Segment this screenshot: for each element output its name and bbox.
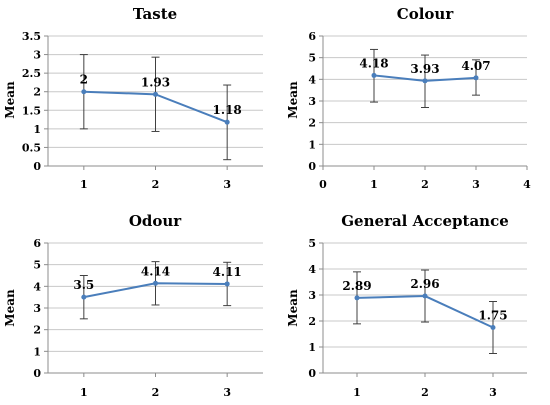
y-tick-label: 2 [308,315,316,328]
data-point [371,72,377,78]
chart-panel-3: Odour Mean 0 1 2 3 4 5 6 1 2 3 3.5 4.14 4.11 [3,212,263,399]
x-tick-label: 2 [152,178,160,191]
y-tick-label: 1 [308,341,316,354]
data-point [81,294,87,300]
y-tick-label: 1 [33,123,41,136]
chart-title: Taste [133,5,177,23]
y-tick-label: 3 [308,95,316,108]
y-tick-label: 2.5 [22,67,41,80]
y-axis-label: Mean [286,289,300,327]
y-tick-label: 3 [33,49,41,62]
data-point [354,295,360,301]
data-label: 4.07 [461,59,490,73]
data-label: 4.11 [213,265,242,279]
chart-title: Colour [397,5,455,23]
y-tick-label: 6 [33,237,41,250]
chart-title: Odour [129,212,182,230]
data-label: 3.5 [73,278,94,292]
y-tick-label: 4 [308,263,316,276]
x-tick-label: 2 [421,178,429,191]
y-tick-label: 4 [33,280,41,293]
y-tick-label: 0 [33,160,41,173]
chart-panel-4: General Acceptance Mean 0 1 2 3 4 5 1 2 3 2.89 2.96 1… [286,212,527,399]
x-tick-label: 0 [319,178,327,191]
y-tick-label: 0 [308,160,316,173]
y-tick-label: 0 [33,367,41,380]
data-label: 1.75 [478,309,507,323]
y-tick-label: 3 [33,302,41,315]
y-tick-label: 2 [308,117,316,130]
x-tick-label: 4 [523,178,531,191]
x-tick-label: 3 [472,178,480,191]
data-label: 2.96 [410,277,439,291]
x-tick-label: 2 [421,386,429,399]
data-label: 4.18 [359,56,388,70]
y-axis-label: Mean [3,289,17,327]
y-tick-label: 5 [33,259,41,272]
x-tick-label: 3 [223,386,231,399]
y-tick-label: 1.5 [22,104,41,117]
y-tick-label: 5 [308,52,316,65]
x-tick-label: 1 [370,178,378,191]
y-tick-label: 3 [308,289,316,302]
x-tick-label: 1 [80,178,88,191]
x-tick-label: 3 [489,386,497,399]
data-label: 3.93 [410,62,439,76]
data-point [81,89,87,95]
data-label: 1.93 [141,75,170,89]
y-tick-label: 1 [308,138,316,151]
chart-title: General Acceptance [341,212,509,230]
y-tick-label: 6 [308,30,316,43]
data-point [224,119,230,125]
y-tick-label: 0 [308,367,316,380]
y-tick-label: 2 [33,324,41,337]
chart-panel-2: Colour Mean 0 1 2 3 4 5 6 0 1 2 3 4 4.18 3.93 4.07 [286,5,531,191]
data-label: 1.18 [213,103,242,117]
data-point [153,280,158,286]
y-axis-label: Mean [3,81,17,119]
data-label: 2 [80,73,88,87]
data-label: 2.89 [342,279,371,293]
x-tick-label: 3 [223,178,231,191]
data-point [224,281,230,287]
y-tick-label: 4 [308,73,316,86]
data-point [153,91,158,97]
data-point [490,325,496,330]
y-tick-label: 1 [33,345,41,358]
y-tick-label: 5 [308,237,316,250]
y-tick-label: 0.5 [22,141,41,154]
y-tick-label: 2 [33,86,41,99]
x-tick-label: 1 [353,386,361,399]
data-point [422,293,428,299]
x-tick-label: 2 [152,386,160,399]
y-axis-label: Mean [286,81,300,119]
data-label: 4.14 [141,264,170,278]
x-tick-label: 1 [80,386,88,399]
chart-panel-1: Taste Mean 0 0.5 1 1.5 2 2.5 3 3.5 1 2 3 2 1.93 1.18 [3,5,263,191]
data-point [422,78,428,84]
data-point [473,75,479,81]
y-tick-label: 3.5 [22,30,41,43]
